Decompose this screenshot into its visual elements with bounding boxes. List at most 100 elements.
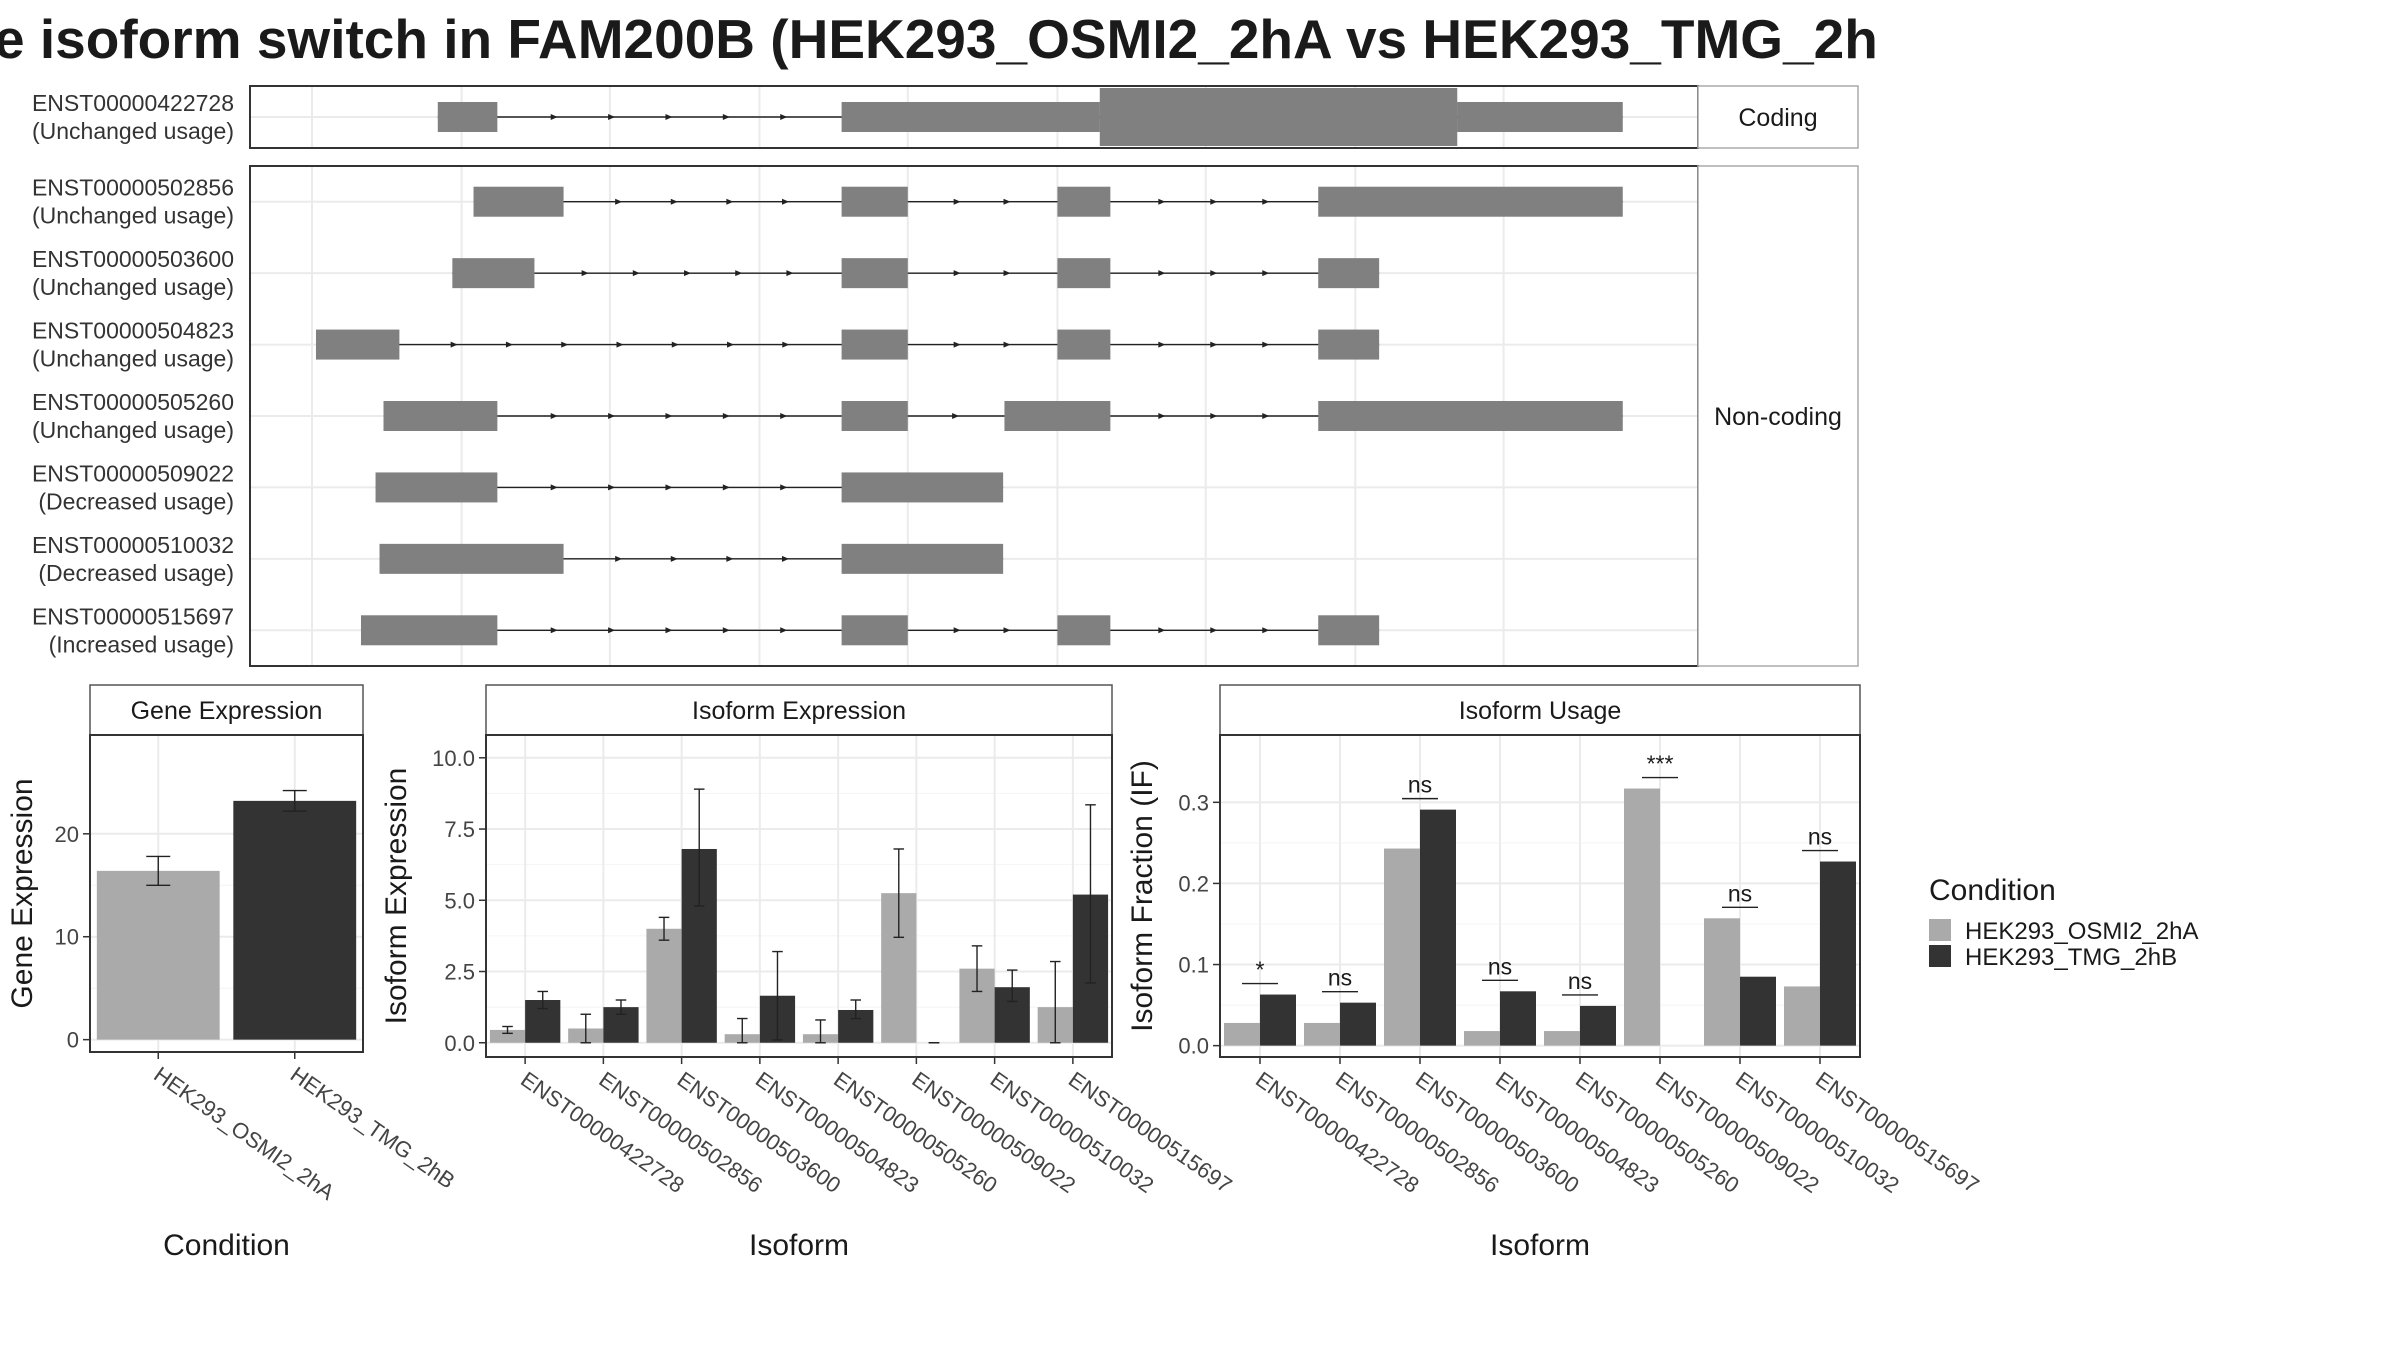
exon-block — [1004, 401, 1111, 431]
exon-block — [1318, 401, 1623, 431]
transcript-usage-label: (Unchanged usage) — [32, 274, 234, 300]
isoform-expression-panel: Isoform Expression0.02.55.07.510.0ENST00… — [380, 684, 1237, 1262]
exon-block — [452, 258, 535, 289]
exon-block — [473, 186, 564, 217]
y-axis-title: Isoform Fraction (IF) — [1126, 760, 1159, 1032]
exon-block — [841, 329, 908, 360]
exon-block — [437, 102, 498, 132]
bar — [1704, 918, 1740, 1046]
intron-direction-arrow — [550, 627, 558, 634]
bar — [1544, 1031, 1580, 1046]
intron-direction-arrow — [726, 555, 734, 562]
intron-direction-arrow — [781, 198, 789, 205]
intron-direction-arrow — [1158, 270, 1166, 277]
intron-direction-arrow — [670, 555, 678, 562]
bar — [1624, 788, 1660, 1046]
panel-strip — [485, 684, 1113, 736]
intron-direction-arrow — [1003, 341, 1011, 348]
intron-direction-arrow — [581, 270, 589, 277]
intron-direction-arrow — [1210, 413, 1218, 419]
exon-block — [841, 102, 1100, 132]
significance-label: ns — [1488, 953, 1512, 979]
y-tick-label: 0.0 — [444, 1031, 475, 1056]
intron-direction-arrow — [608, 413, 616, 419]
intron-direction-arrow — [1262, 270, 1270, 277]
transcript-id-label: ENST00000505260 — [32, 389, 234, 415]
intron-direction-arrow — [561, 341, 569, 348]
intron-direction-arrow — [505, 341, 513, 348]
bar — [646, 928, 682, 1043]
intron-direction-arrow — [727, 341, 735, 348]
exon-block — [841, 401, 908, 431]
bar — [1500, 991, 1536, 1046]
transcript-usage-label: (Decreased usage) — [38, 488, 234, 514]
intron-direction-arrow — [735, 270, 743, 277]
coding-exon-block — [1099, 88, 1458, 146]
intron-direction-arrow — [952, 413, 960, 419]
panel-strip — [1219, 684, 1861, 736]
panel-title: Isoform Expression — [692, 697, 906, 725]
exon-block — [1057, 186, 1111, 217]
intron-direction-arrow — [671, 341, 679, 348]
exon-block — [375, 472, 498, 503]
legend-swatch-osmi2 — [1929, 919, 1951, 941]
intron-direction-arrow — [670, 198, 678, 205]
transcript-usage-label: (Unchanged usage) — [32, 417, 234, 443]
intron-direction-arrow — [780, 114, 788, 120]
bar — [233, 800, 357, 1040]
significance-label: ns — [1568, 968, 1592, 994]
bar — [1340, 1002, 1376, 1046]
panel-border — [1219, 734, 1861, 1058]
y-tick-label: 7.5 — [444, 817, 475, 842]
noncoding-panel-strip — [1697, 165, 1859, 667]
bar — [1580, 1005, 1616, 1046]
coding-panel-strip — [1697, 85, 1859, 149]
intron-direction-arrow — [665, 413, 673, 419]
intron-direction-arrow — [450, 341, 458, 348]
intron-direction-arrow — [1210, 627, 1218, 634]
intron-direction-arrow — [953, 341, 961, 348]
exon-block — [1318, 186, 1623, 217]
intron-direction-arrow — [1262, 627, 1270, 634]
y-tick-label: 0 — [67, 1028, 79, 1053]
legend-label-osmi2: HEK293_OSMI2_2hA — [1965, 918, 2198, 945]
exon-block — [1318, 329, 1380, 360]
transcript-usage-label: (Unchanged usage) — [32, 118, 234, 144]
exon-block — [1318, 615, 1380, 646]
intron-direction-arrow — [665, 627, 673, 634]
exon-block — [841, 615, 908, 646]
y-tick-label: 5.0 — [444, 888, 475, 913]
transcript-structure-panel: ENST00000422728(Unchanged usage) CodingEN… — [32, 85, 1859, 667]
significance-label: * — [1256, 957, 1265, 983]
bar — [1784, 986, 1820, 1046]
transcript-id-label: ENST00000503600 — [32, 246, 234, 272]
exon-block — [1318, 258, 1380, 289]
transcript-usage-label: (Increased usage) — [49, 631, 234, 657]
bar — [489, 1029, 526, 1043]
bar — [1260, 994, 1296, 1046]
intron-direction-arrow — [608, 484, 616, 491]
bar — [96, 870, 220, 1040]
intron-direction-arrow — [1210, 270, 1218, 277]
y-tick-label: 10.0 — [432, 746, 475, 771]
legend-label-tmg: HEK293_TMG_2hB — [1965, 944, 2177, 971]
panel-title: Isoform Usage — [1459, 697, 1622, 725]
intron-direction-arrow — [953, 627, 961, 634]
noncoding-panel-label: Non-coding — [1714, 403, 1842, 431]
bar — [1384, 848, 1420, 1046]
transcript-id-label: ENST00000422728 — [32, 90, 234, 116]
intron-direction-arrow — [616, 341, 624, 348]
intron-direction-arrow — [722, 114, 730, 120]
intron-direction-arrow — [550, 413, 558, 419]
significance-label: ns — [1408, 772, 1432, 798]
transcript-id-label: ENST00000504823 — [32, 318, 234, 344]
y-tick-label: 0.3 — [1178, 790, 1209, 815]
intron-direction-arrow — [665, 114, 673, 120]
intron-direction-arrow — [1262, 198, 1270, 205]
transcript-id-label: ENST00000509022 — [32, 460, 234, 486]
intron-direction-arrow — [1158, 198, 1166, 205]
bar — [1420, 809, 1456, 1046]
intron-direction-arrow — [782, 341, 790, 348]
y-tick-label: 2.5 — [444, 960, 475, 985]
intron-direction-arrow — [1158, 627, 1166, 634]
